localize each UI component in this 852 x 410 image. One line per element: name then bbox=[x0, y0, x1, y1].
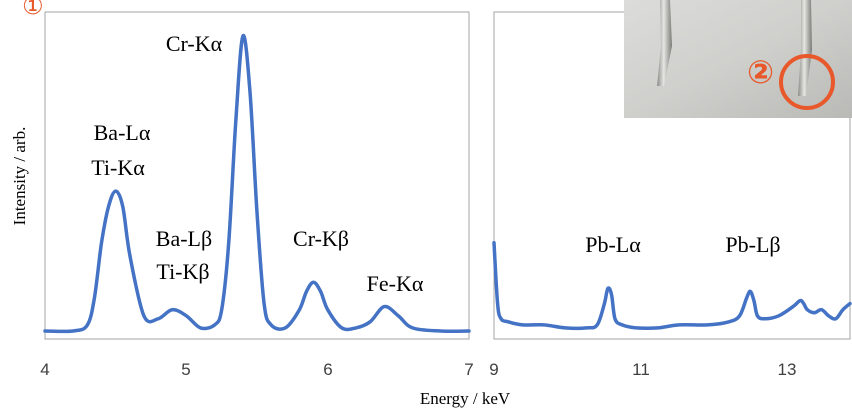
left-spectrum-line bbox=[43, 33, 471, 334]
inset-marker-label: ② bbox=[747, 54, 774, 90]
x-tick-label: 11 bbox=[632, 360, 650, 379]
x-tick-label: 13 bbox=[778, 360, 797, 379]
x-tick-label: 9 bbox=[489, 360, 498, 379]
right-spectrum-line bbox=[492, 241, 852, 331]
peak-label-ti-ka: Ti-Kα bbox=[91, 155, 145, 180]
peak-label-ba-la: Ba-Lα bbox=[94, 120, 151, 145]
peak-label-pb-la: Pb-Lα bbox=[585, 232, 641, 257]
inset-photo: ② bbox=[624, 0, 852, 118]
peak-label-cr-ka: Cr-Kα bbox=[166, 31, 223, 56]
peak-label-cr-kb: Cr-Kβ bbox=[293, 226, 349, 251]
x-axis-label: Energy / keV bbox=[420, 389, 511, 408]
peak-label-ba-lb: Ba-Lβ bbox=[156, 226, 212, 251]
left-plot-frame bbox=[44, 11, 470, 340]
highlight-circle bbox=[779, 54, 835, 110]
y-axis-label: Intensity / arb. bbox=[10, 127, 29, 226]
peak-label-ti-kb: Ti-Kβ bbox=[156, 259, 209, 284]
x-tick-label: 5 bbox=[181, 360, 190, 379]
lead-wire-right bbox=[798, 0, 812, 96]
x-tick-label: 6 bbox=[323, 360, 332, 379]
corner-marker: ① bbox=[22, 0, 44, 20]
x-tick-label: 7 bbox=[464, 360, 473, 379]
lead-wire-left bbox=[657, 0, 672, 86]
peak-label-fe-ka: Fe-Kα bbox=[367, 271, 424, 296]
x-tick-label: 4 bbox=[40, 360, 49, 379]
peak-label-pb-lb: Pb-Lβ bbox=[725, 232, 780, 257]
